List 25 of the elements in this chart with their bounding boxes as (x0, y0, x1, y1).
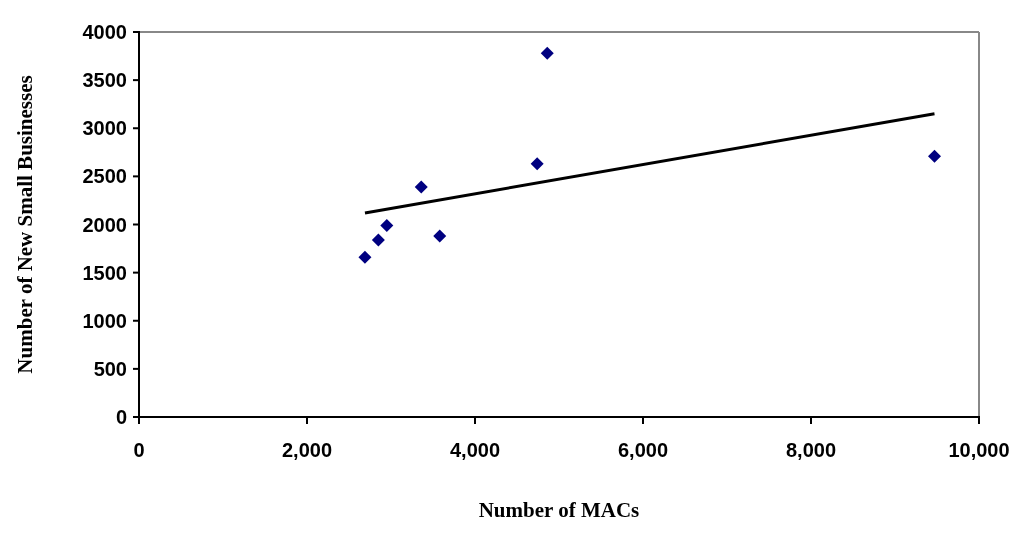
x-tick-label: 8,000 (785, 439, 837, 461)
point (380, 218, 394, 232)
x-tick-label: 6,000 (617, 439, 669, 461)
y-tick-label: 1500 (82, 261, 127, 284)
y-tick-label: 2000 (82, 213, 127, 236)
x-axis-title: Number of MACs (478, 498, 640, 522)
x-tick-label: 0 (133, 439, 145, 461)
point (927, 149, 941, 163)
point (540, 46, 554, 60)
point (530, 157, 544, 171)
y-tick-label: 3000 (82, 117, 127, 140)
y-tick-label: 0 (115, 406, 127, 428)
y-tick-label: 2500 (82, 165, 127, 188)
y-axis-title: Number of New Small Businesses (13, 75, 37, 374)
x-tick-label: 2,000 (281, 439, 333, 461)
y-tick-label: 4000 (82, 21, 127, 43)
point (414, 180, 428, 194)
y-tick-label: 1000 (82, 309, 127, 332)
y-tick-label: 500 (93, 357, 127, 380)
point (358, 250, 372, 264)
y-tick-label: 3500 (82, 69, 127, 92)
x-tick-label: 4,000 (449, 439, 501, 461)
x-tick-label: 10,000 (948, 439, 1010, 461)
point (371, 233, 385, 247)
point (433, 229, 447, 243)
